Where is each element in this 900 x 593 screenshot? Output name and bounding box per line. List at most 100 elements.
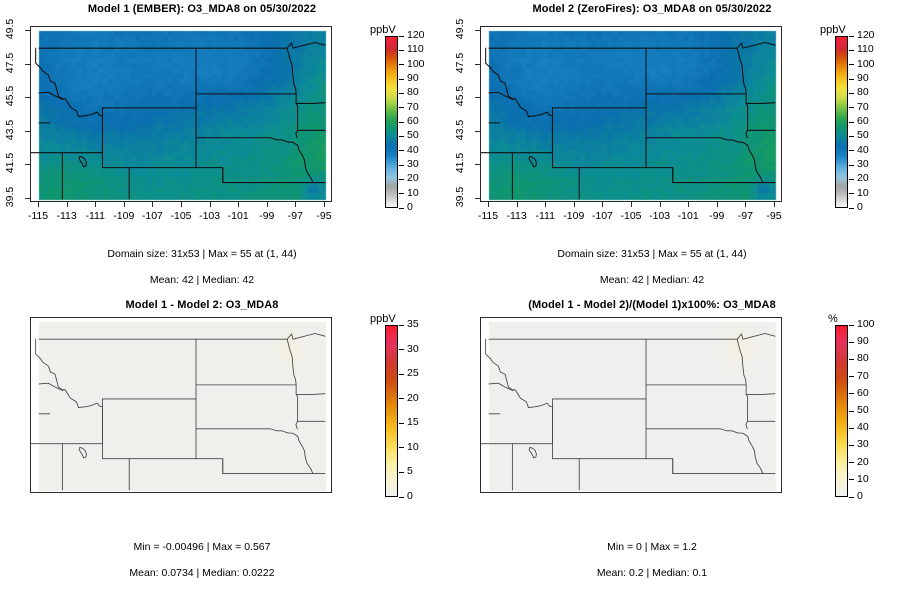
panel-caption-difference-percent: Min = 0 | Max = 1.2 Mean: 0.2 | Median: … [450,528,854,593]
colorbar-tick-label: 50 [407,129,419,142]
colorbar-tick-label: 100 [857,318,875,330]
x-axis-tick [488,202,489,207]
colorbar-tick-label: 40 [407,143,419,156]
x-axis-tick [516,202,518,207]
colorbar-tick-label: 10 [407,440,419,453]
caption-line-2: Mean: 42 | Median: 42 [149,274,255,286]
colorbar-tick [399,422,404,424]
colorbar-tick-label: 35 [407,318,419,330]
colorbar-tick-label: 20 [857,172,869,185]
colorbar-tick [849,78,854,80]
colorbar-tick [399,471,404,473]
panel-model2-zerofires: Model 2 (ZeroFires): O3_MDA8 on 05/30/20… [450,0,900,290]
state-boundaries-difference-percent [481,333,776,491]
x-axis-label: -103 [199,210,221,222]
map-plot-model2 [480,26,782,202]
ozone-raster-model2 [481,27,781,201]
colorbar-gradient-model1 [385,36,398,208]
panel-difference-percent: (Model 1 - Model 2)/(Model 1)x100%: O3_M… [450,289,900,579]
colorbar-tick [849,107,854,109]
colorbar-tick [849,376,854,378]
x-axis-tick [123,202,125,207]
x-axis-label: -107 [141,210,163,222]
colorbar-tick-label: 100 [857,57,875,70]
colorbar-tick-label: 70 [857,100,869,113]
caption-line-2: Mean: 0.0734 | Median: 0.0222 [129,567,275,579]
colorbar-tick-label: 50 [857,404,869,416]
colorbar-difference-percent: % 0 10 20 30 40 50 60 70 80 90 100 [820,313,900,503]
colorbar-tick [399,324,404,326]
y-axis-tick [25,130,30,132]
colorbar-model2: ppbV 0 10 20 30 40 50 60 70 80 90 100 110 120 [820,24,900,214]
x-axis-tick [602,202,604,207]
panel-title-model2: Model 2 (ZeroFires): O3_MDA8 on 05/30/20… [532,3,772,15]
colorbar-tick [849,341,854,343]
x-axis-tick [631,202,632,207]
y-axis-tick [25,198,30,199]
difference-percent-raster [481,318,781,492]
colorbar-gradient-difference-percent [835,325,848,497]
colorbar-tick [849,35,854,37]
colorbar-tick [849,135,854,137]
colorbar-tick-label: 10 [857,186,869,199]
y-axis-label: 47.5 [4,52,16,73]
x-axis-tick [209,202,211,207]
caption-line-1: Min = -0.00496 | Max = 0.567 [133,541,271,553]
caption-line-2: Mean: 42 | Median: 42 [599,274,705,286]
colorbar-difference: ppbV 0 5 10 15 20 25 30 35 [370,313,450,503]
colorbar-tick [849,49,854,51]
colorbar-tick-label: 50 [857,129,869,142]
y-axis-label: 39.5 [454,186,466,208]
colorbar-gradient-difference [385,325,398,497]
colorbar-tick-label: 20 [407,391,419,404]
colorbar-tick [399,121,404,123]
panel-title-model1: Model 1 (EMBER): O3_MDA8 on 05/30/2022 [87,3,317,15]
colorbar-tick [849,496,854,498]
colorbar-tick-label: 100 [407,57,425,70]
colorbar-tick [399,78,404,80]
caption-line-2: Mean: 0.2 | Median: 0.1 [596,567,708,579]
colorbar-tick-label: 120 [407,29,425,41]
colorbar-tick-label: 40 [857,143,869,156]
x-axis-tick [745,202,747,207]
colorbar-tick-label: 10 [857,472,869,485]
colorbar-tick [849,358,854,360]
colorbar-tick-label: 10 [407,186,419,199]
colorbar-tick [399,49,404,51]
panel-title-difference: Model 1 - Model 2: O3_MDA8 [125,299,279,311]
x-axis-tick [295,202,297,207]
colorbar-label-model1: ppbV [370,24,396,36]
state-boundaries-model2 [481,41,776,200]
colorbar-tick [399,193,404,195]
colorbar-tick [849,150,854,152]
x-axis-label: -99 [709,210,725,222]
x-axis-tick [95,202,97,207]
colorbar-tick [399,496,404,498]
x-axis-label: -105 [620,210,642,222]
colorbar-gradient-model2 [835,36,848,208]
y-axis-label: 45.5 [454,85,466,107]
colorbar-label-difference: ppbV [370,313,396,325]
colorbar-tick-label: 0 [407,201,413,213]
panel-model1-ember: Model 1 (EMBER): O3_MDA8 on 05/30/2022 -… [0,0,450,290]
y-axis-label: 47.5 [454,52,466,73]
colorbar-tick [849,462,854,464]
colorbar-tick-label: 15 [407,416,419,429]
panel-caption-difference: Min = -0.00496 | Max = 0.567 Mean: 0.073… [0,528,404,593]
colorbar-tick [849,164,854,166]
colorbar-tick [399,398,404,400]
y-axis-label: 45.5 [4,85,16,107]
x-axis-label: -109 [113,210,135,222]
colorbar-tick [849,121,854,123]
difference-raster [31,318,331,492]
x-axis-tick [38,202,39,207]
x-axis-tick [181,202,182,207]
map-plot-model1 [30,26,332,202]
colorbar-tick [399,164,404,166]
x-axis-label: -101 [677,210,699,222]
x-axis-tick [659,202,661,207]
x-axis-label: -107 [591,210,613,222]
x-axis-tick [66,202,68,207]
x-axis-label: -111 [85,210,105,222]
colorbar-tick [399,92,404,94]
